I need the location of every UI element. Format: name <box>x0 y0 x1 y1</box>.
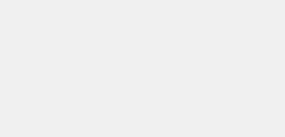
Text: -4: -4 <box>27 82 35 91</box>
Text: Day: Day <box>254 82 269 91</box>
Text: Herbal extracts (Daily, Oral): Herbal extracts (Daily, Oral) <box>81 106 189 115</box>
Text: 1: 1 <box>158 82 163 91</box>
Text: Evaluation: Evaluation <box>192 121 233 130</box>
Text: (6–8 wk-old male): (6–8 wk-old male) <box>5 23 68 30</box>
Text: C57BL/6 mice: C57BL/6 mice <box>5 4 58 13</box>
Text: -2: -2 <box>79 82 87 91</box>
Text: 0: 0 <box>132 82 137 91</box>
Text: 4: 4 <box>236 82 241 91</box>
Text: -3: -3 <box>53 82 61 91</box>
Text: -1: -1 <box>105 82 113 91</box>
Text: 3: 3 <box>210 82 215 91</box>
Text: 2: 2 <box>184 82 189 91</box>
